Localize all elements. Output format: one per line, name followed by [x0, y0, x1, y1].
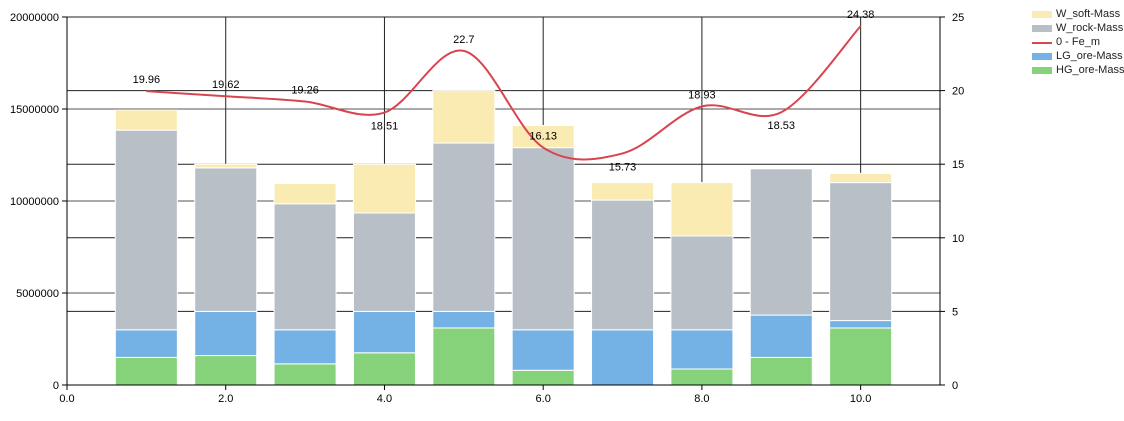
- data-label: 18.93: [688, 89, 716, 101]
- bar-w-soft-mass: [670, 182, 734, 237]
- legend-item: W_rock-Mass: [1032, 22, 1124, 35]
- legend-swatch: [1032, 41, 1052, 44]
- y2-tick-label: 20: [952, 86, 964, 98]
- legend: W_soft-Mass W_rock-Mass 0 - Fe_m LG_ore-Mas…: [1032, 8, 1124, 78]
- bar-w-soft-mass: [591, 182, 655, 201]
- bar-lg-ore-mass: [749, 314, 813, 358]
- bar-w-rock-mass: [432, 142, 496, 312]
- bar-lg-ore-mass: [114, 329, 178, 358]
- bar-hg-ore-mass: [829, 327, 893, 386]
- bar-lg-ore-mass: [511, 329, 575, 371]
- legend-item: LG_ore-Mass: [1032, 50, 1124, 63]
- bar-w-rock-mass: [829, 182, 893, 322]
- bar-w-rock-mass: [670, 235, 734, 331]
- bar-w-soft-mass: [352, 163, 416, 214]
- y2-tick-label: 10: [952, 233, 964, 245]
- x-tick-label: 8.0: [694, 393, 709, 405]
- bar-w-rock-mass: [114, 129, 178, 331]
- bar-lg-ore-mass: [273, 329, 337, 365]
- bar-lg-ore-mass: [432, 310, 496, 329]
- bar-w-soft-mass: [194, 163, 258, 169]
- y-tick-label: 10000000: [10, 196, 59, 208]
- bar-w-soft-mass: [114, 109, 178, 131]
- bar-w-rock-mass: [352, 212, 416, 312]
- legend-swatch: [1032, 53, 1052, 60]
- data-label: 19.62: [212, 79, 240, 91]
- x-tick-label: 2.0: [218, 393, 233, 405]
- data-label: 18.51: [371, 121, 399, 133]
- legend-label: W_soft-Mass: [1056, 8, 1121, 20]
- y2-tick-label: 25: [952, 12, 964, 24]
- data-label: 22.7: [453, 34, 474, 46]
- bar-lg-ore-mass: [829, 320, 893, 329]
- data-label: 24.38: [847, 9, 875, 21]
- y-tick-label: 0: [53, 380, 59, 392]
- legend-label: LG_ore-Mass: [1056, 50, 1123, 62]
- x-tick-label: 4.0: [377, 393, 392, 405]
- bar-hg-ore-mass: [432, 327, 496, 386]
- legend-item: 0 - Fe_m: [1032, 36, 1124, 49]
- legend-label: W_rock-Mass: [1056, 22, 1124, 34]
- data-label: 16.13: [529, 131, 557, 143]
- line-fe-m: [146, 25, 862, 161]
- bar-w-soft-mass: [432, 90, 496, 144]
- bar-w-rock-mass: [511, 147, 575, 331]
- legend-label: 0 - Fe_m: [1056, 36, 1101, 48]
- bar-w-soft-mass: [273, 183, 337, 205]
- bar-w-rock-mass: [749, 168, 813, 316]
- y-tick-label: 5000000: [16, 288, 59, 300]
- bar-lg-ore-mass: [591, 329, 655, 386]
- bar-w-rock-mass: [194, 167, 258, 312]
- bar-lg-ore-mass: [670, 329, 734, 370]
- y2-tick-label: 5: [952, 306, 958, 318]
- y-tick-label: 20000000: [10, 12, 59, 24]
- data-label: 19.96: [133, 74, 161, 86]
- bar-w-soft-mass: [829, 172, 893, 184]
- x-tick-label: 0.0: [59, 393, 74, 405]
- data-label: 19.26: [291, 84, 319, 96]
- data-label: 15.73: [609, 161, 637, 173]
- bar-hg-ore-mass: [749, 356, 813, 386]
- bar-hg-ore-mass: [273, 363, 337, 386]
- legend-item: HG_ore-Mass: [1032, 64, 1124, 77]
- y2-tick-label: 15: [952, 159, 964, 171]
- bar-w-rock-mass: [591, 199, 655, 331]
- bar-w-rock-mass: [273, 203, 337, 331]
- bar-lg-ore-mass: [352, 310, 416, 354]
- bar-hg-ore-mass: [670, 368, 734, 386]
- legend-swatch: [1032, 67, 1052, 74]
- x-tick-label: 10.0: [850, 393, 871, 405]
- bar-hg-ore-mass: [114, 356, 178, 386]
- bar-hg-ore-mass: [194, 355, 258, 386]
- legend-label: HG_ore-Mass: [1056, 64, 1124, 76]
- y-tick-label: 15000000: [10, 104, 59, 116]
- legend-item: W_soft-Mass: [1032, 8, 1124, 21]
- legend-swatch: [1032, 25, 1052, 32]
- x-tick-label: 6.0: [536, 393, 551, 405]
- y2-tick-label: 0: [952, 380, 958, 392]
- bar-lg-ore-mass: [194, 310, 258, 357]
- bar-hg-ore-mass: [352, 352, 416, 386]
- legend-swatch: [1032, 11, 1052, 18]
- bar-hg-ore-mass: [511, 369, 575, 386]
- data-label: 18.53: [768, 120, 796, 132]
